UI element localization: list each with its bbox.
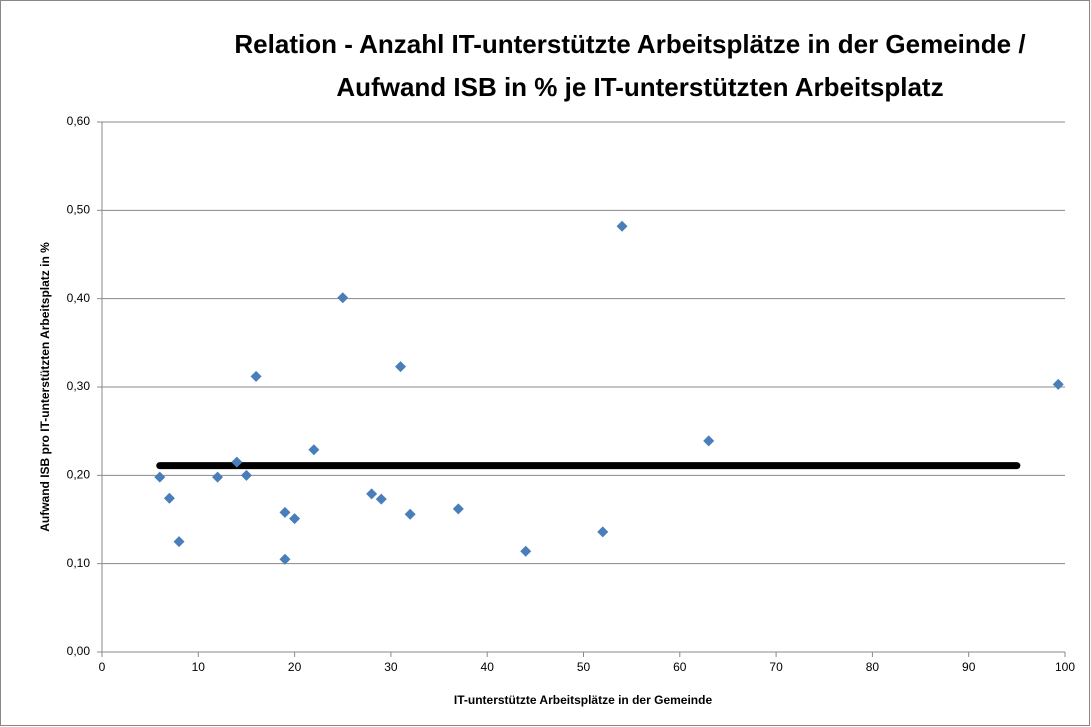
x-tick-label: 20 bbox=[288, 660, 302, 674]
y-axis-label: Aufwand ISB pro IT-unterstützten Arbeits… bbox=[38, 242, 52, 532]
data-point bbox=[703, 435, 715, 447]
data-point bbox=[616, 220, 628, 232]
y-tick-label: 0,10 bbox=[67, 556, 91, 570]
y-tick-label: 0,30 bbox=[67, 379, 91, 393]
data-point bbox=[452, 503, 464, 515]
data-point bbox=[289, 513, 301, 525]
data-point bbox=[308, 444, 320, 456]
data-point bbox=[279, 506, 291, 518]
data-point bbox=[520, 545, 532, 557]
x-tick-label: 10 bbox=[192, 660, 206, 674]
data-point bbox=[1052, 378, 1064, 390]
x-tick-label: 50 bbox=[577, 660, 591, 674]
data-point bbox=[154, 471, 166, 483]
x-tick-label: 100 bbox=[1055, 660, 1075, 674]
y-tick-label: 0,40 bbox=[67, 291, 91, 305]
x-tick-label: 40 bbox=[481, 660, 495, 674]
x-axis-label: IT-unterstützte Arbeitsplätze in der Gem… bbox=[454, 693, 713, 707]
x-tick-label: 30 bbox=[384, 660, 398, 674]
data-point bbox=[250, 370, 262, 382]
data-point bbox=[337, 292, 349, 304]
x-tick-label: 70 bbox=[769, 660, 783, 674]
data-point bbox=[173, 536, 185, 548]
y-tick-label: 0,00 bbox=[67, 644, 91, 658]
data-point bbox=[395, 361, 407, 373]
x-tick-label: 90 bbox=[962, 660, 976, 674]
chart-title: Relation - Anzahl IT-unterstützte Arbeit… bbox=[234, 29, 1025, 59]
data-point bbox=[231, 456, 243, 468]
data-point bbox=[279, 553, 291, 565]
x-tick-label: 80 bbox=[866, 660, 880, 674]
x-tick-label: 60 bbox=[673, 660, 687, 674]
x-tick-label: 0 bbox=[99, 660, 106, 674]
data-point bbox=[240, 469, 252, 481]
chart-title: Aufwand ISB in % je IT-unterstützten Arb… bbox=[336, 72, 943, 102]
data-point bbox=[163, 492, 175, 504]
data-point bbox=[212, 471, 224, 483]
y-tick-label: 0,60 bbox=[67, 114, 91, 128]
data-point bbox=[404, 508, 416, 520]
data-point bbox=[597, 526, 609, 538]
y-tick-label: 0,20 bbox=[67, 468, 91, 482]
y-tick-label: 0,50 bbox=[67, 203, 91, 217]
data-point bbox=[375, 493, 387, 505]
data-point bbox=[366, 488, 378, 500]
